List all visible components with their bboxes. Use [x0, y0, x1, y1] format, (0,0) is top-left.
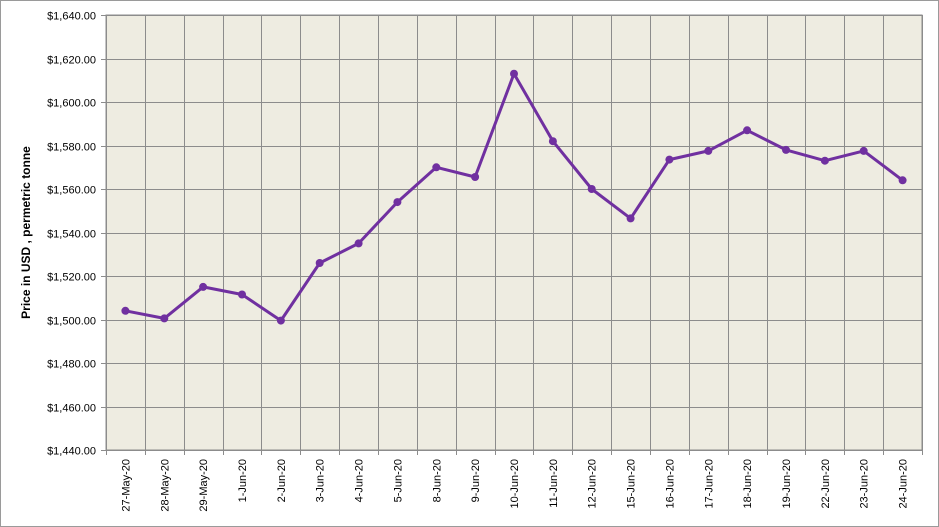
data-point: [432, 163, 441, 172]
y-tick-label: $1,460.00: [47, 403, 96, 415]
data-point: [548, 137, 557, 146]
x-tick-label: 24-Jun-20: [898, 459, 910, 509]
data-point: [471, 173, 480, 181]
x-tick-label: 8-Jun-20: [431, 459, 443, 502]
y-tick-label: $1,620.00: [47, 55, 96, 67]
x-tick-label: 17-Jun-20: [703, 459, 715, 509]
y-tick-label: $1,540.00: [47, 229, 96, 241]
data-point: [510, 69, 518, 78]
x-tick-label: 11-Jun-20: [548, 459, 560, 508]
data-point: [315, 259, 324, 267]
y-tick-label: $1,560.00: [47, 185, 96, 197]
data-point: [859, 146, 868, 155]
x-tick-label: 15-Jun-20: [626, 459, 638, 509]
data-point: [626, 214, 635, 223]
y-tick-label: $1,480.00: [47, 359, 96, 371]
x-tick-label: 29-May-20: [198, 459, 210, 512]
plot-area: [105, 14, 923, 451]
y-tick-label: $1,600.00: [47, 98, 96, 110]
x-tick-label: 3-Jun-20: [315, 459, 327, 502]
y-axis-label: Price in USD , permetric tonne: [19, 146, 33, 319]
series-markers: [121, 69, 907, 325]
data-point: [276, 316, 285, 325]
data-point: [199, 282, 208, 291]
x-tick-label: 22-Jun-20: [820, 459, 832, 509]
y-tick-label: $1,640.00: [47, 11, 96, 23]
horizontal-gridlines: [101, 15, 922, 451]
data-point: [121, 306, 130, 315]
y-tick-label: $1,500.00: [47, 316, 96, 328]
data-point: [354, 239, 363, 248]
data-point: [782, 145, 790, 154]
y-axis-tick-labels: $1,440.00 $1,460.00 $1,480.00 $1,500.00 $1,5…: [47, 11, 96, 458]
x-tick-label: 1-Jun-20: [237, 459, 249, 502]
data-point: [704, 146, 713, 155]
x-tick-label: 16-Jun-20: [664, 459, 676, 509]
data-point: [665, 155, 674, 164]
data-point: [238, 290, 246, 299]
y-tick-label: $1,440.00: [47, 446, 96, 458]
x-tick-label: 23-Jun-20: [859, 459, 871, 509]
x-tick-label: 18-Jun-20: [742, 459, 754, 509]
data-point: [587, 185, 596, 193]
x-tick-label: 4-Jun-20: [354, 459, 366, 502]
y-tick-label: $1,520.00: [47, 272, 96, 284]
x-axis-tick-labels: 27-May-20 28-May-20 29-May-20 1-Jun-20 2-Jun…: [120, 459, 909, 512]
x-tick-label: 5-Jun-20: [392, 459, 404, 502]
data-point: [820, 156, 829, 165]
vertical-gridlines: [106, 15, 923, 455]
data-point: [393, 198, 402, 207]
x-tick-label: 10-Jun-20: [509, 459, 521, 509]
x-tick-label: 28-May-20: [159, 459, 171, 512]
data-point: [743, 126, 752, 135]
data-point: [898, 176, 907, 185]
x-tick-label: 27-May-20: [120, 459, 132, 512]
x-tick-label: 9-Jun-20: [470, 459, 482, 502]
y-tick-label: $1,580.00: [47, 142, 96, 154]
data-point: [160, 314, 169, 323]
x-tick-label: 12-Jun-20: [587, 459, 599, 509]
x-tick-label: 2-Jun-20: [276, 459, 288, 502]
x-tick-label: 19-Jun-20: [781, 459, 793, 509]
